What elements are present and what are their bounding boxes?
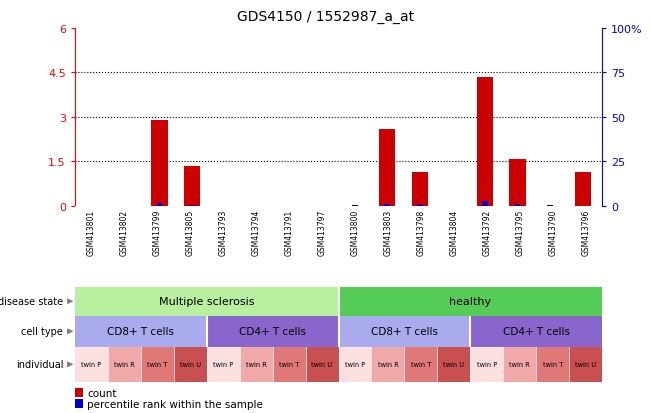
Text: disease state: disease state (0, 297, 63, 306)
Text: CD8+ T cells: CD8+ T cells (371, 326, 438, 337)
Text: GSM413804: GSM413804 (449, 209, 458, 255)
Text: twin T: twin T (279, 361, 299, 368)
Bar (471, 347, 503, 382)
Text: healthy: healthy (449, 297, 492, 306)
Bar (174, 347, 207, 382)
Text: GSM413801: GSM413801 (87, 209, 96, 255)
Text: CD4+ T cells: CD4+ T cells (239, 326, 306, 337)
Bar (184, 166, 201, 206)
Text: CD4+ T cells: CD4+ T cells (503, 326, 570, 337)
Bar (75, 399, 83, 408)
Bar (352, 205, 357, 206)
Bar (339, 347, 372, 382)
Bar (207, 347, 240, 382)
Text: twin T: twin T (411, 361, 431, 368)
Text: individual: individual (16, 359, 63, 370)
Bar (151, 121, 168, 206)
Text: GSM413793: GSM413793 (219, 209, 228, 255)
Text: twin R: twin R (114, 361, 135, 368)
Bar (477, 78, 493, 206)
Text: GSM413803: GSM413803 (383, 209, 393, 255)
Text: twin R: twin R (378, 361, 398, 368)
Bar (372, 347, 404, 382)
Text: GSM413796: GSM413796 (581, 209, 590, 255)
Bar (108, 347, 141, 382)
Text: twin P: twin P (81, 361, 102, 368)
Bar (404, 347, 437, 382)
Bar (305, 347, 339, 382)
Bar (157, 204, 162, 206)
Text: GSM413805: GSM413805 (186, 209, 195, 255)
Bar (437, 347, 471, 382)
Text: cell type: cell type (21, 326, 63, 337)
Text: twin U: twin U (443, 361, 464, 368)
Text: twin T: twin T (542, 361, 563, 368)
Text: GDS4150 / 1552987_a_at: GDS4150 / 1552987_a_at (237, 10, 414, 24)
Text: Multiple sclerosis: Multiple sclerosis (159, 297, 255, 306)
Text: GSM413792: GSM413792 (482, 209, 492, 255)
Text: twin U: twin U (311, 361, 333, 368)
Bar (385, 204, 390, 206)
Text: twin T: twin T (147, 361, 167, 368)
Text: GSM413797: GSM413797 (318, 209, 327, 255)
Bar (207, 316, 339, 347)
Bar (412, 173, 428, 206)
Text: twin U: twin U (575, 361, 596, 368)
Bar (569, 347, 602, 382)
Bar (482, 202, 488, 206)
Bar (240, 347, 273, 382)
Bar (575, 173, 591, 206)
Bar (339, 287, 602, 316)
Text: percentile rank within the sample: percentile rank within the sample (87, 399, 263, 409)
Bar (75, 316, 207, 347)
Text: GSM413790: GSM413790 (548, 209, 557, 255)
Bar (380, 130, 396, 206)
Bar (515, 204, 520, 206)
Text: GSM413795: GSM413795 (516, 209, 524, 255)
Text: twin U: twin U (180, 361, 201, 368)
Bar (339, 316, 471, 347)
Bar (536, 347, 569, 382)
Text: count: count (87, 388, 117, 398)
Bar (75, 388, 83, 397)
Bar (417, 205, 422, 206)
Text: twin P: twin P (477, 361, 497, 368)
Text: twin R: twin R (509, 361, 530, 368)
Text: GSM413794: GSM413794 (252, 209, 260, 255)
Text: GSM413802: GSM413802 (120, 209, 129, 255)
Text: GSM413800: GSM413800 (350, 209, 359, 255)
Text: twin P: twin P (213, 361, 233, 368)
Bar (75, 287, 339, 316)
Bar (510, 159, 526, 206)
Bar (471, 316, 602, 347)
Bar (75, 347, 108, 382)
Text: twin R: twin R (245, 361, 266, 368)
Text: GSM413798: GSM413798 (417, 209, 425, 255)
Text: GSM413791: GSM413791 (284, 209, 294, 255)
Bar (141, 347, 174, 382)
Bar (273, 347, 305, 382)
Text: GSM413799: GSM413799 (153, 209, 161, 255)
Text: twin P: twin P (345, 361, 365, 368)
Bar (503, 347, 536, 382)
Text: CD8+ T cells: CD8+ T cells (107, 326, 174, 337)
